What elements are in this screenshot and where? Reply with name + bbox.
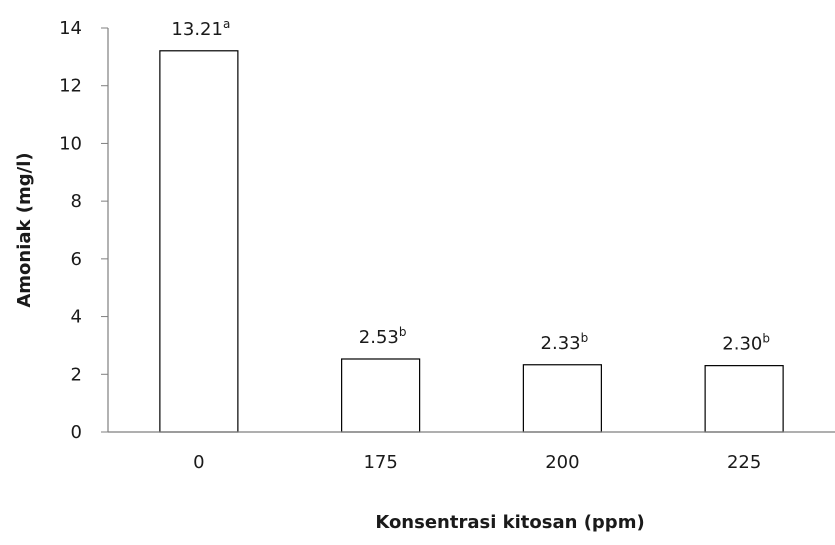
bar-0 xyxy=(159,50,239,433)
significance-letter: b xyxy=(581,331,589,345)
significance-letter: b xyxy=(399,325,407,339)
data-label-225: 2.30b xyxy=(722,332,770,355)
x-axis-title: Konsentrasi kitosan (ppm) xyxy=(375,512,644,533)
x-tick-label: 175 xyxy=(363,452,397,473)
y-tick-label: 2 xyxy=(71,364,82,385)
significance-letter: a xyxy=(223,17,230,31)
y-axis-ticks: 0 2 4 6 8 10 12 14 xyxy=(59,18,108,443)
y-tick-label: 8 xyxy=(71,191,82,212)
x-axis-ticks: 0 175 200 225 xyxy=(193,452,761,473)
data-label-value: 2.30 xyxy=(722,334,762,355)
axes-group xyxy=(107,28,835,433)
data-label-value: 2.53 xyxy=(359,327,399,348)
y-tick-label: 14 xyxy=(59,18,82,39)
x-tick-label: 0 xyxy=(193,452,204,473)
y-tick-label: 0 xyxy=(71,422,82,443)
y-tick-label: 6 xyxy=(71,249,82,270)
y-tick-label: 10 xyxy=(59,133,82,154)
x-tick-label: 200 xyxy=(545,452,579,473)
y-axis-title: Amoniak (mg/l) xyxy=(14,152,35,307)
data-label-200: 2.33b xyxy=(541,331,589,354)
y-tick-label: 12 xyxy=(59,76,82,97)
bars-group xyxy=(159,50,784,433)
data-label-175: 2.53b xyxy=(359,325,407,348)
x-tick-label: 225 xyxy=(727,452,761,473)
data-label-value: 13.21 xyxy=(171,19,223,40)
bar-200 xyxy=(522,364,602,433)
data-label-value: 2.33 xyxy=(541,333,581,354)
bar-175 xyxy=(341,358,421,433)
data-label-0: 13.21a xyxy=(171,17,230,40)
y-tick-label: 4 xyxy=(71,307,82,328)
significance-letter: b xyxy=(762,332,770,346)
bar-225 xyxy=(704,365,784,433)
